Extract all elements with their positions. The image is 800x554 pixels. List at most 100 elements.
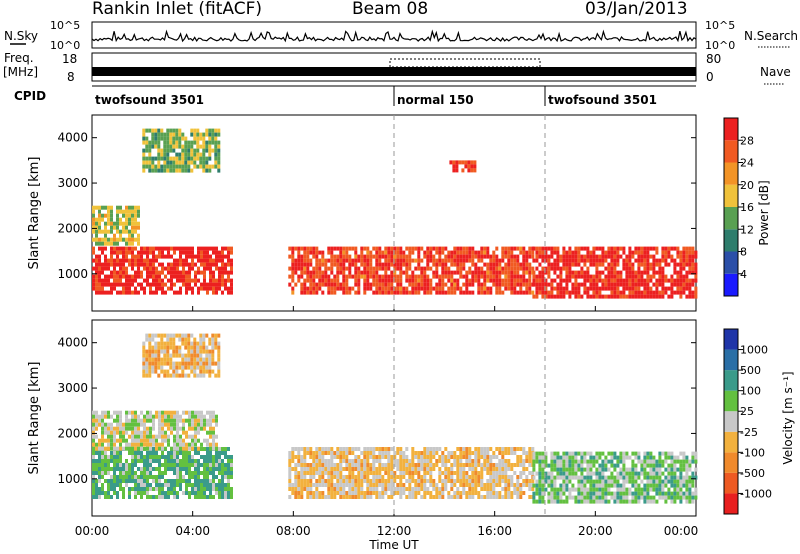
heatmap-cell — [134, 483, 137, 487]
heatmap-cell — [182, 250, 185, 255]
heatmap-cell — [450, 258, 454, 263]
heatmap-cell — [92, 442, 95, 447]
heatmap-cell — [553, 451, 557, 456]
heatmap-cell — [312, 455, 316, 459]
heatmap-cell — [553, 499, 557, 504]
heatmap-cell — [170, 426, 173, 431]
heatmap-cell — [477, 447, 481, 451]
heatmap-cell — [456, 487, 460, 491]
heatmap-cell — [583, 487, 587, 492]
heatmap-cell — [498, 274, 502, 279]
heatmap-cell — [583, 262, 587, 267]
heatmap-cell — [432, 483, 436, 487]
heatmap-cell — [131, 479, 134, 483]
heatmap-cell — [167, 438, 170, 443]
heatmap-cell — [604, 487, 608, 492]
heatmap-cell — [468, 455, 472, 459]
heatmap-cell — [619, 282, 623, 287]
heatmap-cell — [441, 483, 445, 487]
heatmap-cell — [465, 479, 469, 483]
heatmap-cell — [655, 463, 659, 468]
heatmap-cell — [291, 254, 295, 259]
heatmap-cell — [547, 274, 551, 279]
heatmap-cell — [661, 274, 665, 279]
heatmap-cell — [113, 258, 116, 263]
heatmap-cell — [595, 274, 599, 279]
heatmap-cell — [288, 246, 292, 251]
heatmap-cell — [128, 258, 131, 263]
heatmap-cell — [429, 258, 433, 263]
heatmap-cell — [640, 294, 644, 299]
heatmap-cell — [571, 270, 575, 275]
heatmap-cell — [417, 258, 421, 263]
heatmap-cell — [411, 286, 415, 291]
heatmap-cell — [321, 262, 325, 267]
heatmap-cell — [164, 438, 167, 443]
heatmap-cell — [577, 250, 581, 255]
heatmap-cell — [357, 447, 361, 451]
heatmap-cell — [142, 341, 146, 346]
heatmap-cell — [113, 455, 116, 459]
heatmap-cell — [586, 246, 590, 251]
heatmap-cell — [538, 459, 542, 464]
heatmap-cell — [459, 467, 463, 471]
heatmap-cell — [387, 266, 391, 271]
noise-trace — [91, 29, 697, 43]
heatmap-cell — [190, 156, 194, 161]
heatmap-cell — [688, 290, 692, 295]
heatmap-cell — [175, 152, 179, 157]
heatmap-cell — [211, 345, 215, 350]
heatmap-cell — [101, 213, 104, 218]
heatmap-cell — [489, 278, 493, 283]
heatmap-cell — [571, 250, 575, 255]
heatmap-cell — [538, 290, 542, 295]
heatmap-cell — [125, 225, 128, 230]
heatmap-cell — [191, 246, 194, 251]
heatmap-cell — [190, 341, 194, 346]
heatmap-cell — [113, 463, 116, 467]
heatmap-cell — [92, 246, 95, 251]
heatmap-cell — [601, 250, 605, 255]
heatmap-cell — [215, 286, 218, 291]
heatmap-cell — [125, 217, 128, 222]
heatmap-cell — [194, 459, 197, 463]
heatmap-cell — [634, 270, 638, 275]
heatmap-cell — [507, 447, 511, 451]
heatmap-cell — [688, 479, 692, 484]
heatmap-cell — [157, 365, 161, 370]
heatmap-cell — [131, 426, 134, 431]
heatmap-cell — [541, 274, 545, 279]
heatmap-cell — [125, 475, 128, 479]
heatmap-cell — [649, 254, 653, 259]
heatmap-cell — [384, 455, 388, 459]
heatmap-cell — [173, 414, 176, 419]
heatmap-cell — [619, 459, 623, 464]
heatmap-cell — [199, 365, 203, 370]
heatmap-cell — [411, 467, 415, 471]
heatmap-cell — [535, 294, 539, 299]
heatmap-cell — [175, 132, 179, 137]
heatmap-cell — [420, 266, 424, 271]
heatmap-cell — [321, 278, 325, 283]
heatmap-cell — [217, 128, 221, 133]
heatmap-cell — [360, 262, 364, 267]
heatmap-cell — [116, 250, 119, 255]
heatmap-cell — [462, 258, 466, 263]
heatmap-cell — [456, 278, 460, 283]
heatmap-cell — [408, 254, 412, 259]
heatmap-cell — [142, 136, 146, 141]
heatmap-cell — [134, 491, 137, 495]
heatmap-cell — [441, 250, 445, 255]
heatmap-cell — [113, 250, 116, 255]
heatmap-cell — [682, 467, 686, 472]
heatmap-cell — [163, 156, 167, 161]
heatmap-cell — [227, 254, 230, 259]
heatmap-cell — [562, 278, 566, 283]
heatmap-cell — [471, 483, 475, 487]
heatmap-cell — [405, 266, 409, 271]
heatmap-cell — [193, 337, 197, 342]
heatmap-cell — [628, 262, 632, 267]
heatmap-cell — [553, 262, 557, 267]
heatmap-cell — [113, 434, 116, 439]
heatmap-cell — [324, 463, 328, 467]
